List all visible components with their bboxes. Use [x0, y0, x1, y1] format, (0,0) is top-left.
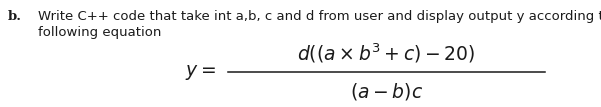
- Text: b.: b.: [8, 10, 22, 23]
- Text: $(a - b)c$: $(a - b)c$: [350, 80, 423, 102]
- Text: $d((a \times b^3 + c) - 20)$: $d((a \times b^3 + c) - 20)$: [297, 41, 476, 65]
- Text: following equation: following equation: [38, 26, 162, 39]
- Text: Write C++ code that take int a,b, c and d from user and display output y accordi: Write C++ code that take int a,b, c and …: [38, 10, 601, 23]
- Text: $y =$: $y =$: [185, 62, 216, 82]
